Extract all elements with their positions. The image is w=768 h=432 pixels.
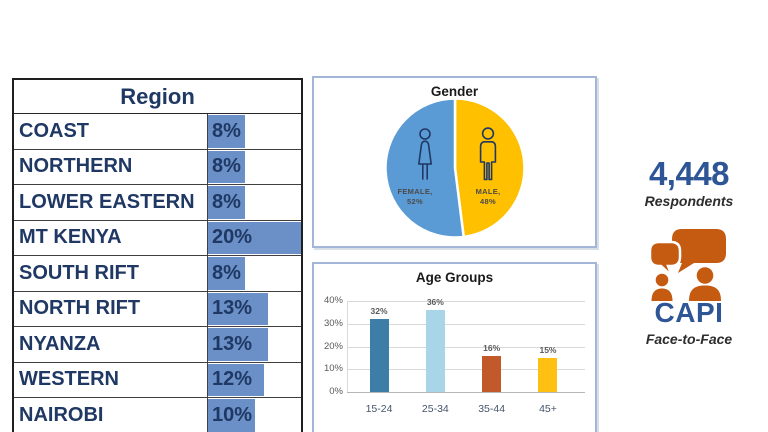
region-value-cell: 13% [207, 327, 301, 362]
method-block: CAPI Face-to-Face [629, 297, 749, 348]
region-value-cell: 13% [207, 291, 301, 326]
gender-chart-title: Gender [430, 84, 479, 99]
region-table-rows: COAST 8% NORTHERN 8% LOWER EASTERN 8% MT KENYA… [14, 114, 301, 432]
male-label-name: MALE, [475, 187, 501, 196]
y-axis-tick-label: 0% [329, 386, 343, 397]
y-axis-tick-label: 10% [323, 363, 343, 375]
speech-bubbles-people-icon [648, 229, 726, 301]
region-name-cell: COAST [19, 119, 89, 142]
male-figure-icon [479, 127, 497, 181]
region-value-label: 12% [212, 368, 253, 391]
region-table-header: Region [14, 80, 301, 114]
region-value-label: 13% [212, 297, 253, 320]
y-axis-line [347, 301, 348, 392]
region-value-cell: 20% [207, 220, 301, 255]
method-label: Face-to-Face [645, 331, 733, 347]
age-chart-plot: 0% 10% 20% 30% 40% 32% 15-24 36% 25-34 16% 35-44 15… [314, 264, 595, 432]
age-bar [425, 310, 445, 392]
gridline [347, 369, 585, 371]
table-row: COAST 8% [14, 114, 301, 150]
region-name-cell: NORTHERN [19, 155, 133, 178]
bar-value-label: 32% [370, 306, 388, 317]
region-value-label: 8% [212, 190, 241, 213]
table-row: MT KENYA 20% [14, 220, 301, 256]
region-databar [208, 399, 255, 432]
x-axis-tick-label: 25-34 [421, 403, 449, 415]
male-slice-label: MALE, 48% [458, 187, 518, 207]
region-table-title: Region [120, 83, 195, 109]
x-axis-tick-label: 15-24 [365, 403, 393, 415]
region-name-cell: NORTH RIFT [19, 297, 141, 320]
y-axis-tick-label: 30% [323, 317, 343, 329]
age-bar [538, 357, 558, 392]
region-databar [208, 363, 264, 396]
female-figure-icon [418, 128, 432, 180]
region-value-label: 13% [212, 332, 253, 355]
region-databar [208, 292, 269, 325]
region-name-cell: NYANZA [19, 332, 101, 355]
region-value-cell: 8% [207, 114, 301, 149]
bar-value-label: 16% [483, 342, 501, 353]
region-databar [208, 257, 246, 290]
bar-value-label: 15% [539, 344, 557, 355]
y-axis-tick-label: 40% [323, 295, 343, 306]
gridline [347, 346, 585, 348]
region-name-cell: WESTERN [19, 368, 119, 391]
region-value-cell: 12% [207, 362, 301, 397]
region-value-label: 8% [212, 119, 241, 142]
female-label-name: FEMALE, [397, 187, 433, 196]
region-value-cell: 10% [207, 398, 301, 432]
gridline [347, 301, 585, 302]
age-bar [369, 319, 389, 392]
y-axis-tick-label: 20% [323, 340, 343, 352]
region-name-cell: LOWER EASTERN [19, 190, 195, 213]
region-databar [208, 115, 246, 148]
region-value-label: 10% [212, 404, 253, 427]
respondents-block: 4,448 Respondents [629, 157, 749, 209]
x-axis-tick-label: 45+ [539, 403, 557, 415]
female-slice-label: FEMALE, 52% [385, 187, 445, 207]
x-axis-tick-label: 35-44 [478, 403, 506, 415]
region-value-cell: 8% [207, 256, 301, 291]
table-row: NAIROBI 10% [14, 398, 301, 432]
age-bar [482, 355, 502, 392]
gender-panel: Gender FEMALE, 52% MALE, 48% [312, 76, 597, 248]
table-row: NORTHERN 8% [14, 149, 301, 185]
region-value-cell: 8% [207, 185, 301, 220]
male-label-value: 48% [480, 197, 496, 206]
gridline [347, 323, 585, 325]
region-databar [208, 328, 269, 361]
female-label-value: 52% [407, 197, 423, 206]
method-name: CAPI [654, 297, 724, 328]
region-name-cell: SOUTH RIFT [19, 261, 139, 284]
table-row: NYANZA 13% [14, 327, 301, 363]
region-value-label: 8% [212, 261, 241, 284]
table-row: WESTERN 12% [14, 362, 301, 398]
region-table: Region COAST 8% NORTHERN 8% LOWER EASTERN 8% M… [12, 78, 303, 432]
gender-pie-plot [384, 97, 526, 239]
table-row: SOUTH RIFT 8% [14, 256, 301, 292]
bar-value-label: 36% [426, 297, 444, 308]
region-value-label: 8% [212, 155, 241, 178]
respondents-label: Respondents [644, 193, 734, 209]
region-value-label: 20% [212, 226, 253, 249]
region-databar [208, 221, 301, 254]
region-databar [208, 186, 246, 219]
region-name-cell: MT KENYA [19, 226, 122, 249]
region-value-cell: 8% [207, 149, 301, 184]
table-row: NORTH RIFT 13% [14, 291, 301, 327]
respondents-count: 4,448 [648, 155, 730, 192]
age-groups-panel: Age Groups 0% 10% 20% 30% 40% 32% 15-24 36% 25-3… [312, 262, 597, 432]
age-chart-title: Age Groups [415, 270, 494, 285]
gridline [347, 392, 585, 393]
pie-slice-female [384, 97, 465, 239]
region-databar [208, 150, 246, 183]
table-row: LOWER EASTERN 8% [14, 185, 301, 221]
region-name-cell: NAIROBI [19, 404, 104, 427]
